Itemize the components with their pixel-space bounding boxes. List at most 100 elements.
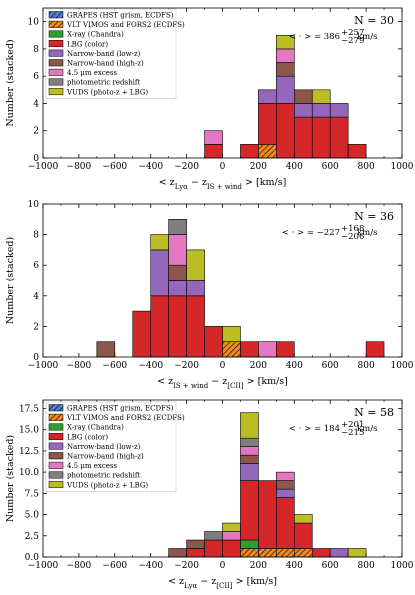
legend-label-xray: X-ray (Chandra)	[67, 31, 124, 39]
bar-lbg-bin-100	[240, 341, 259, 358]
bar-vlt-bin-200	[258, 548, 277, 558]
bar-lbg-bin-600	[329, 116, 349, 159]
bar-lbg-bin--100	[204, 539, 223, 558]
x-tick-label: 400	[286, 561, 303, 571]
x-tick-label: 600	[322, 162, 339, 172]
x-tick-label: −800	[67, 361, 92, 371]
mean-stat-unit: km/s	[357, 228, 377, 238]
bar-nb_high-bin-100	[240, 454, 259, 464]
bar-nb_low-bin-300	[276, 75, 295, 104]
x-tick-label: 800	[358, 162, 375, 172]
bar-lbg-bin-100	[240, 480, 259, 541]
bar-ir45-bin--100	[204, 130, 223, 145]
legend-swatch-ir45	[48, 461, 64, 469]
y-tick-label: 10	[28, 200, 40, 210]
x-tick-label: 1000	[391, 561, 414, 571]
y-tick-label: 2	[33, 127, 39, 137]
y-tick-label: 10.0	[19, 468, 39, 478]
bar-vuds-bin-0	[222, 326, 241, 342]
x-tick-label: −1000	[28, 561, 59, 571]
mean-stat: < · > = 386	[289, 32, 340, 42]
bar-lbg-bin-100	[240, 144, 259, 159]
legend: GRAPES (HST grism, ECDFS)VLT VIMOS and F…	[45, 8, 185, 99]
bar-vuds-bin-0	[222, 522, 241, 532]
bar-lbg-bin-500	[311, 116, 331, 159]
bar-nb_low-bin-500	[311, 103, 331, 118]
legend-box	[45, 8, 177, 99]
x-tick-label: 200	[250, 361, 267, 371]
bar-lbg-bin--200	[186, 295, 205, 358]
bar-nb_low-bin--300	[168, 280, 187, 297]
legend: GRAPES (HST grism, ECDFS)VLT VIMOS and F…	[45, 401, 185, 492]
x-tick-label: 800	[358, 361, 375, 371]
bar-nb_high-bin--200	[186, 539, 205, 549]
y-tick-label: 0	[33, 353, 39, 363]
y-tick-label: 6	[33, 261, 39, 271]
bar-vuds-bin-100	[240, 412, 259, 439]
bar-nb_high-bin-300	[276, 62, 295, 77]
x-axis-label: < zLyα − zIS + wind > [km/s]	[159, 177, 287, 191]
bar-lbg-bin-800	[365, 341, 385, 358]
legend-label-vlt: VLT VIMOS and FORS2 (ECDFS)	[66, 21, 185, 29]
bar-ir45-bin-300	[276, 48, 295, 63]
y-tick-label: 0.0	[25, 553, 40, 563]
legend-label-lbg: LBG (color)	[67, 433, 108, 441]
bar-vlt-bin-400	[293, 548, 313, 558]
legend-swatch-xray	[48, 423, 64, 431]
bar-vlt-bin-300	[276, 548, 295, 558]
x-tick-label: −600	[102, 162, 127, 172]
x-tick-label: 400	[286, 162, 303, 172]
legend-swatch-photoz	[48, 78, 64, 86]
legend-label-ir45: 4.5 μm excess	[67, 69, 118, 77]
legend-swatch-vuds	[48, 88, 64, 96]
x-tick-label: 1000	[391, 361, 414, 371]
bar-nb_low-bin-300	[276, 488, 295, 498]
x-axis-label: < zLyα − z[CII] > [km/s]	[168, 576, 277, 590]
bar-lbg-bin-300	[276, 341, 295, 358]
bar-lbg-bin-400	[293, 116, 313, 159]
bar-ir45-bin-200	[258, 341, 277, 358]
legend-swatch-vlt	[48, 413, 64, 421]
legend-label-grapes: GRAPES (HST grism, ECDFS)	[67, 12, 174, 20]
legend-swatch-vlt	[48, 20, 64, 28]
x-tick-label: −400	[138, 162, 163, 172]
x-tick-label: 200	[250, 561, 267, 571]
y-tick-label: 2.5	[25, 532, 40, 542]
bar-ir45-bin-100	[240, 446, 259, 456]
x-tick-label: 1000	[391, 162, 414, 172]
legend-label-nb_high: Narrow-band (high-z)	[67, 453, 144, 461]
bar-vuds-bin--200	[186, 249, 205, 281]
legend-label-vlt: VLT VIMOS and FORS2 (ECDFS)	[66, 414, 185, 422]
bar-nb_high-bin--300	[168, 264, 187, 281]
legend-swatch-nb_low	[48, 442, 64, 450]
bar-ir45-bin-0	[222, 531, 241, 541]
bar-photoz-bin--300	[168, 219, 187, 235]
bar-lbg-bin-200	[258, 480, 277, 549]
legend-label-photoz: photometric redshift	[67, 472, 140, 480]
mean-stat: < · > = 184	[289, 424, 340, 434]
y-tick-label: 17.5	[19, 404, 39, 414]
bar-nb_low-bin-600	[329, 548, 349, 558]
y-axis-label: Number (stacked)	[5, 237, 16, 324]
mean-stat-unit: km/s	[357, 424, 377, 434]
bar-nb_low-bin-400	[293, 103, 313, 118]
y-tick-label: 4	[33, 99, 39, 109]
legend-label-ir45: 4.5 μm excess	[67, 462, 118, 470]
legend-label-nb_high: Narrow-band (high-z)	[67, 60, 144, 68]
n-label: N = 30	[354, 14, 394, 27]
bar-vlt-bin-100	[240, 548, 259, 558]
bar-nb_low-bin-100	[240, 463, 259, 481]
bar-nb_low-bin--400	[150, 249, 169, 297]
legend-swatch-lbg	[48, 40, 64, 48]
bar-nb_low-bin--200	[186, 280, 205, 297]
legend-swatch-nb_high	[48, 452, 64, 460]
mean-stat-upper: +257	[341, 28, 364, 38]
bar-vuds-bin--400	[150, 234, 169, 251]
legend-swatch-nb_high	[48, 59, 64, 67]
legend-label-xray: X-ray (Chandra)	[67, 424, 124, 432]
x-tick-label: −400	[138, 561, 163, 571]
panel-2: −1000 −800 −600 −400 −200 0 200 400 600 800 1000 0 2…	[5, 200, 414, 390]
mean-stat-lower: −279	[341, 36, 364, 46]
bar-nb_high-bin-400	[293, 89, 313, 104]
bar-xray-bin-100	[240, 539, 259, 549]
